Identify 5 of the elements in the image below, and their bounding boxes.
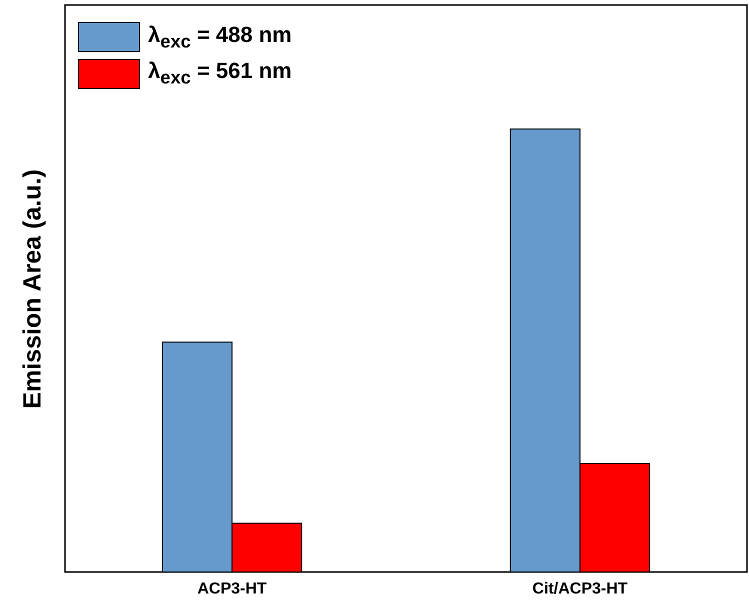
- y-axis-title: Emission Area (a.u.): [18, 169, 46, 409]
- legend-label: λ$_{exc}$ = 488 nm: [148, 22, 292, 52]
- legend-label: λ$_{exc}$ = 561 nm: [148, 58, 292, 89]
- x-tick-label: ACP3-HT: [197, 580, 267, 598]
- x-tick-label: Cit/ACP3-HT: [532, 580, 628, 598]
